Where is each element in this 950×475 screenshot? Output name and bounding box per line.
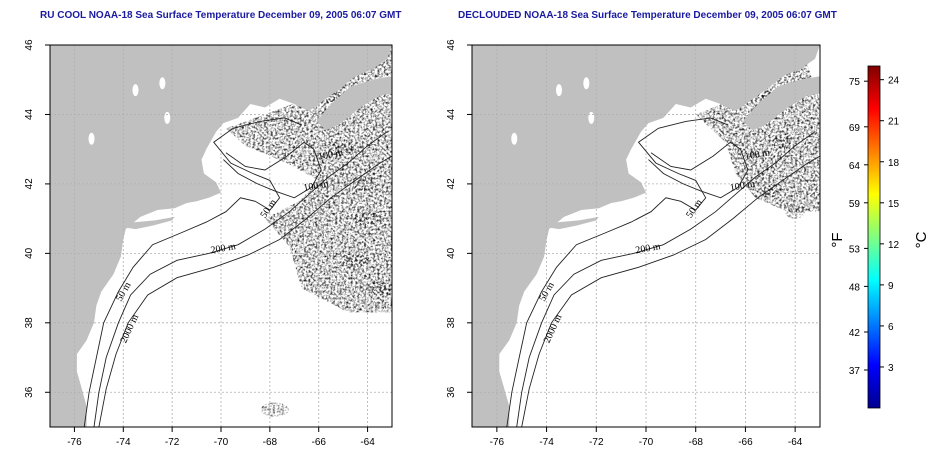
left-sst-patch	[365, 281, 392, 296]
left-y-tick-label: 40	[24, 247, 35, 259]
colorbar-bar	[867, 65, 881, 409]
colorbar-celsius-label: 9	[888, 281, 894, 292]
left-y-tick-label: 44	[24, 108, 35, 120]
left-sst-patch	[341, 253, 370, 268]
right-isobath-100	[648, 141, 749, 199]
colorbar-fahrenheit-label: 64	[849, 161, 861, 172]
right-sst-patch	[760, 183, 781, 198]
colorbar-fahrenheit-label: 75	[849, 77, 861, 88]
left-sst-patch	[329, 142, 358, 157]
left-lake	[164, 111, 171, 124]
left-lake	[132, 84, 139, 97]
right-long-island	[546, 216, 599, 230]
left-land	[50, 45, 392, 427]
left-coastline-land	[50, 45, 392, 427]
right-lake	[588, 111, 595, 124]
colorbar-celsius-label: 18	[888, 158, 900, 169]
right-isobath-200	[516, 131, 816, 427]
right-sst-patch	[785, 204, 806, 219]
left-chart-title: RU COOL NOAA-18 Sea Surface Temperature …	[40, 10, 402, 21]
right-y-tick-label: 46	[446, 39, 457, 51]
colorbar-fahrenheit-label: 69	[849, 123, 861, 134]
right-land	[472, 45, 820, 427]
left-x-tick-label: -76	[67, 437, 82, 448]
left-grid	[50, 45, 392, 427]
left-lake	[88, 132, 95, 145]
right-y-tick-label: 38	[446, 317, 457, 329]
right-bathymetry	[506, 117, 820, 427]
left-long-island	[123, 216, 175, 230]
right-x-tick-label: -74	[539, 437, 554, 448]
colorbar-fahrenheit-label: 37	[849, 366, 861, 377]
left-contour-label: 100 m	[303, 179, 330, 194]
left-bathymetry	[83, 117, 392, 427]
right-y-tick-label: 44	[446, 108, 457, 120]
right-isobath-2000	[521, 155, 820, 427]
left-isobath-100	[223, 141, 322, 199]
left-x-tick-label: -70	[214, 437, 229, 448]
right-y-tick-label: 40	[446, 247, 457, 259]
left-sst-patch	[260, 402, 289, 417]
left-y-tick-label: 46	[24, 39, 35, 51]
left-isobath-50	[83, 117, 302, 427]
left-x-tick-label: -68	[263, 437, 278, 448]
right-x-tick-label: -66	[738, 437, 753, 448]
left-contour-label: 200 m	[210, 241, 237, 256]
left-isobath-2000	[98, 155, 392, 427]
right-lake	[583, 77, 590, 90]
left-lake	[159, 77, 166, 90]
right-grid	[472, 45, 820, 427]
right-contour-label: 100 m	[729, 179, 756, 194]
left-y-tick-label: 38	[24, 317, 35, 329]
colorbar-unit-celsius: °C	[913, 231, 930, 248]
right-x-tick-label: -64	[788, 437, 803, 448]
colorbar-celsius-label: 15	[888, 199, 900, 210]
colorbar-fahrenheit-label: 53	[849, 244, 861, 255]
right-contour-label: 100 m	[744, 147, 771, 162]
right-x-tick-label: -72	[589, 437, 604, 448]
colorbar-celsius-label: 3	[888, 363, 894, 374]
colorbar-celsius-label: 21	[888, 117, 900, 128]
right-y-tick-label: 42	[446, 178, 457, 190]
colorbar-unit-fahrenheit: °F	[829, 232, 846, 247]
left-y-tick-label: 42	[24, 178, 35, 190]
colorbar-fahrenheit-label: 48	[849, 282, 861, 293]
right-coastline-land	[472, 45, 820, 427]
left-isobath-200	[93, 131, 388, 427]
left-contour-label: 100 m	[317, 147, 344, 162]
colorbar-celsius-label: 6	[888, 322, 894, 333]
left-nova-scotia	[316, 76, 392, 131]
right-x-tick-label: -68	[688, 437, 703, 448]
left-x-tick-label: -66	[311, 437, 326, 448]
colorbar-celsius-label: 24	[888, 76, 900, 87]
left-x-tick-label: -74	[116, 437, 131, 448]
right-y-tick-label: 36	[446, 386, 457, 398]
right-contour-label: 200 m	[635, 241, 662, 256]
colorbar-fahrenheit-label: 42	[849, 328, 861, 339]
right-x-tick-label: -76	[490, 437, 505, 448]
colorbar-celsius-label: 12	[888, 240, 900, 251]
left-x-tick-label: -72	[165, 437, 180, 448]
right-nova-scotia	[742, 76, 820, 131]
colorbar-fahrenheit-label: 59	[849, 199, 861, 210]
right-lake	[556, 84, 562, 97]
right-x-tick-label: -70	[639, 437, 654, 448]
right-chart-title: DECLOUDED NOAA-18 Sea Surface Temperatur…	[458, 10, 837, 21]
right-lake	[511, 132, 518, 145]
right-sst-patch	[772, 135, 793, 150]
left-x-tick-label: -64	[360, 437, 375, 448]
right-isobath-50	[506, 117, 729, 427]
left-y-tick-label: 36	[24, 386, 35, 398]
